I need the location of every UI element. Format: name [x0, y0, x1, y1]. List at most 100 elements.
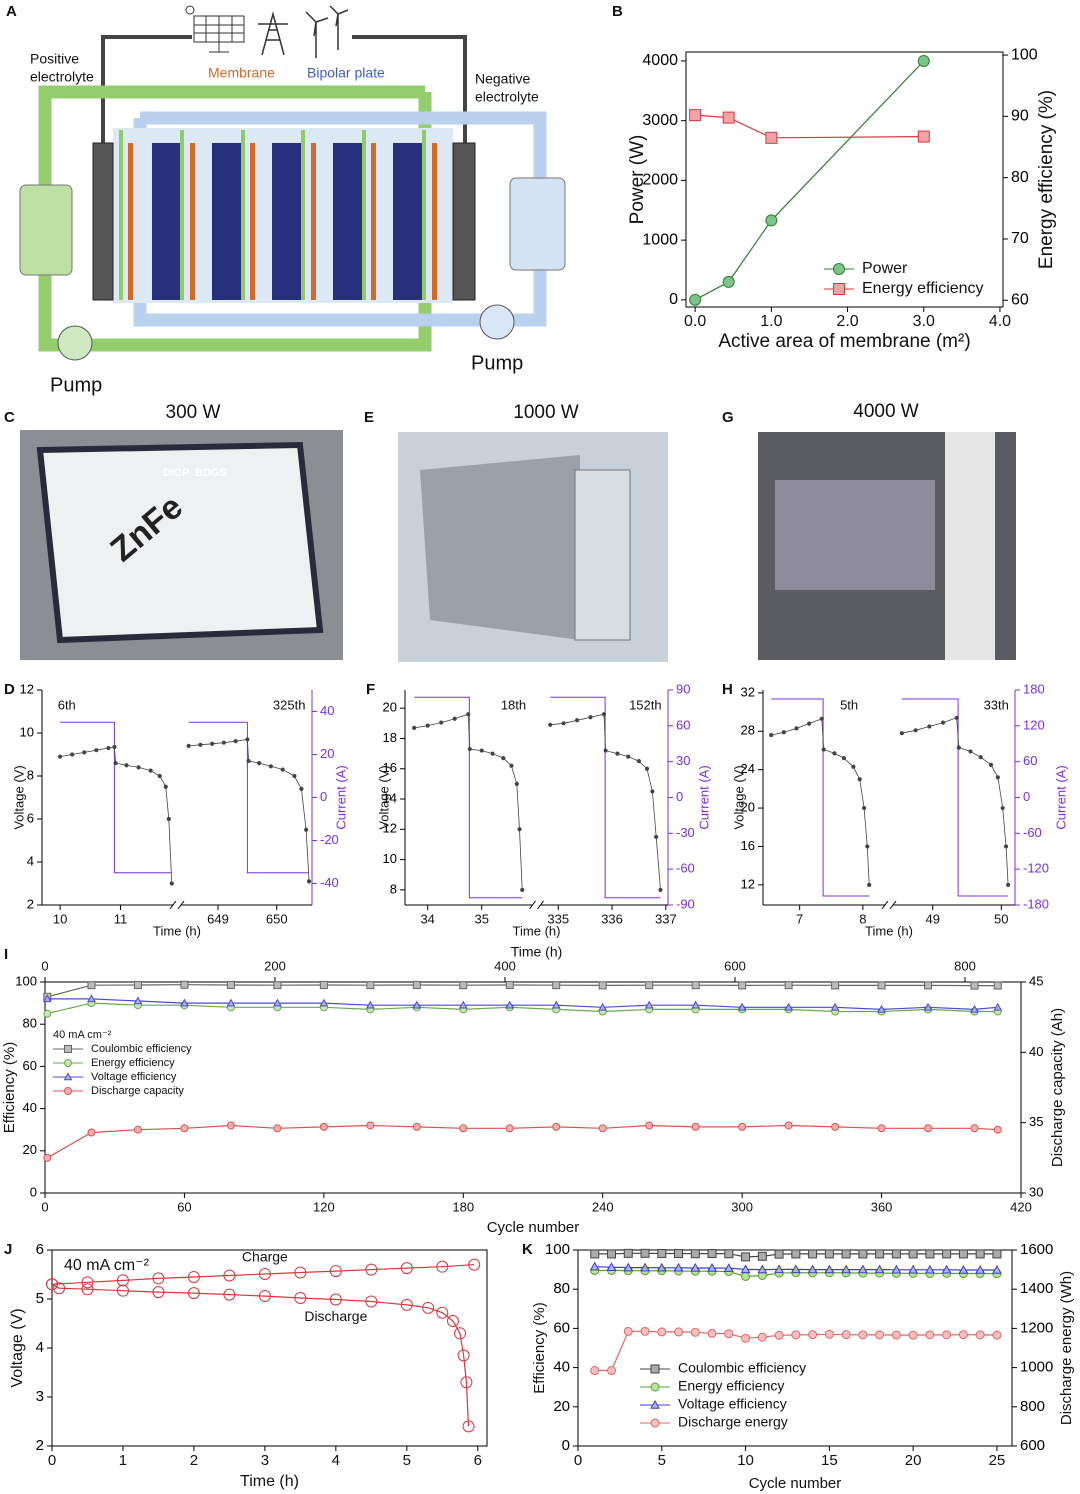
photo-title: 300 W [166, 402, 221, 423]
data-point [927, 724, 932, 729]
x-tick-label: 20 [905, 1452, 922, 1469]
data-point [458, 1000, 468, 1009]
y-tick-label: 6 [36, 1241, 44, 1258]
data-point [180, 998, 189, 1007]
data-point [877, 1124, 886, 1133]
series-line [47, 1124, 998, 1159]
segment-label: 325th [273, 697, 306, 712]
x-tick-label: 5 [658, 1452, 666, 1469]
y-tick-label: 80 [23, 1016, 37, 1031]
y-tick-label: 12 [20, 681, 34, 696]
y-tick-label: 60 [676, 717, 690, 732]
data-point [166, 816, 171, 822]
y2-axis-label: Current (A) [696, 765, 711, 829]
panel-letter: E [364, 409, 374, 426]
legend-label: Energy efficiency [678, 1378, 784, 1394]
data-point [992, 1264, 1002, 1274]
data-point [784, 981, 793, 990]
data-point [112, 744, 117, 750]
data-point [163, 784, 168, 789]
data-point [588, 715, 593, 720]
data-point [452, 716, 457, 721]
data-point [899, 731, 905, 736]
data-point [187, 1287, 200, 1300]
y-tick-label: 20 [23, 1142, 37, 1157]
segment-label: 152th [629, 697, 662, 712]
y-tick-label: -60 [1023, 825, 1042, 840]
data-point [133, 1125, 142, 1134]
data-point [245, 737, 250, 742]
data-point [607, 1366, 617, 1376]
data-point [623, 1248, 633, 1258]
data-point [924, 981, 933, 990]
data-point [306, 879, 312, 884]
data-point [970, 981, 979, 990]
note: 40 mA cm⁻² [64, 1257, 150, 1274]
y-tick-label: 3 [36, 1388, 44, 1405]
data-point [457, 1349, 470, 1362]
y-tick-label: 10 [20, 724, 34, 739]
data-point [824, 1264, 835, 1274]
data-point [268, 764, 273, 769]
data-point [412, 1122, 421, 1131]
data-point [831, 1122, 840, 1131]
data-point [992, 1249, 1002, 1259]
data-point [468, 1258, 481, 1271]
x-tick-label: 11 [114, 911, 128, 926]
y-tick-label: 18 [383, 730, 397, 745]
y2-axis-label: Current (A) [1053, 765, 1068, 829]
data-point [673, 1262, 684, 1272]
x-tick-label: 0.0 [684, 313, 706, 330]
photo-plate [36, 441, 324, 644]
data-point [607, 1249, 617, 1259]
segment-label: 18th [501, 697, 526, 712]
data-point [46, 1278, 58, 1291]
data-point [993, 1125, 1002, 1134]
data-point [180, 980, 189, 989]
legend-marker [833, 263, 845, 275]
data-point [589, 1261, 600, 1271]
data-point [439, 720, 444, 725]
data-point [970, 1004, 979, 1013]
photo-plate [420, 455, 580, 640]
data-point [1003, 844, 1009, 849]
data-point [148, 768, 153, 773]
series-line [694, 60, 925, 301]
y2-axis-label: Discharge energy (Wh) [1058, 1271, 1075, 1425]
data-point [824, 1249, 834, 1259]
x-tick-label: 49 [926, 911, 940, 926]
data-point [412, 725, 417, 730]
data-point [466, 712, 471, 717]
data-point [186, 743, 191, 749]
data-point [774, 1264, 784, 1274]
y-tick-label: 120 [1023, 717, 1045, 732]
label: Negative [475, 71, 530, 87]
y-axis-label: Voltage (V) [731, 765, 746, 829]
x-tick-label: 337 [655, 911, 677, 926]
series-line [771, 698, 870, 897]
y-tick-label: -180 [1023, 896, 1049, 911]
y-tick-label: 6 [27, 810, 34, 825]
data-point [891, 1264, 902, 1274]
y-tick-label: 28 [741, 723, 755, 738]
data-point [198, 742, 203, 747]
data-point [707, 1249, 717, 1259]
y-tick-label: 1000 [642, 231, 678, 248]
legend-marker [650, 1399, 660, 1409]
y-tick-label: 1400 [1020, 1280, 1053, 1297]
data-point [832, 751, 837, 756]
x-tick-label: 120 [313, 1199, 335, 1214]
data-point [645, 1121, 654, 1130]
data-point [737, 1002, 747, 1011]
legend-marker [650, 1364, 660, 1374]
data-point [644, 766, 650, 771]
data-point [851, 764, 856, 769]
y-tick-label: 40 [23, 1100, 37, 1115]
series-label: Charge [242, 1249, 288, 1265]
y-tick-label: 30 [676, 753, 690, 768]
data-point [877, 981, 886, 990]
data-point [674, 1249, 684, 1259]
flow-lines [119, 130, 426, 300]
y-tick-label: 5 [36, 1290, 44, 1307]
